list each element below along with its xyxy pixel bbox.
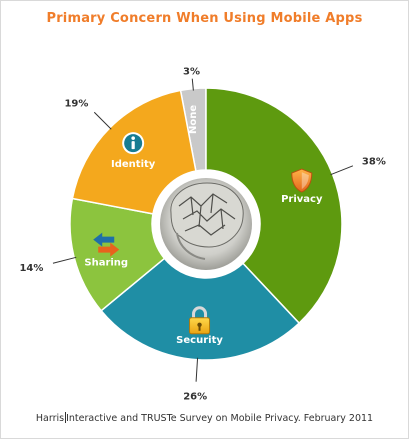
value-label-security: 26% <box>183 392 207 403</box>
slice-label-security: Security <box>176 335 223 346</box>
source-text-start: Harris <box>35 413 65 424</box>
slice-label-none: None <box>188 105 199 134</box>
value-labels: 3% 38% 26% 14% 19% <box>19 67 385 403</box>
leader-line-sharing <box>52 256 77 264</box>
value-label-identity: 19% <box>64 98 88 109</box>
text-cursor <box>64 412 66 423</box>
info-icon <box>122 132 145 155</box>
leader-line-privacy <box>330 165 354 176</box>
leader-line-identity <box>93 111 112 130</box>
shield-icon <box>291 168 313 193</box>
leader-line-none <box>191 78 194 91</box>
value-label-none: 3% <box>183 67 200 78</box>
padlock-icon <box>189 306 211 335</box>
slice-label-privacy: Privacy <box>281 194 323 205</box>
slice-icons <box>93 132 313 335</box>
donut-chart: 3% 38% 26% 14% 19% None Privacy Security Sharin… <box>19 67 385 403</box>
leader-lines <box>52 78 354 382</box>
value-label-privacy: 38% <box>362 157 386 168</box>
value-label-sharing: 14% <box>19 263 43 274</box>
slice-labels: None Privacy Security Sharing Identity <box>84 105 323 346</box>
source-note: Harris Interactive and TRUSTe Survey on M… <box>1 412 408 424</box>
brain-illustration <box>152 170 260 278</box>
slice-label-sharing: Sharing <box>84 258 128 269</box>
exchange-arrows-icon <box>93 232 120 257</box>
chart-title: Primary Concern When Using Mobile Apps <box>46 11 363 26</box>
source-text-end: Interactive and TRUSTe Survey on Mobile … <box>66 413 374 424</box>
slice-label-identity: Identity <box>111 159 156 170</box>
leader-line-security <box>195 357 199 382</box>
